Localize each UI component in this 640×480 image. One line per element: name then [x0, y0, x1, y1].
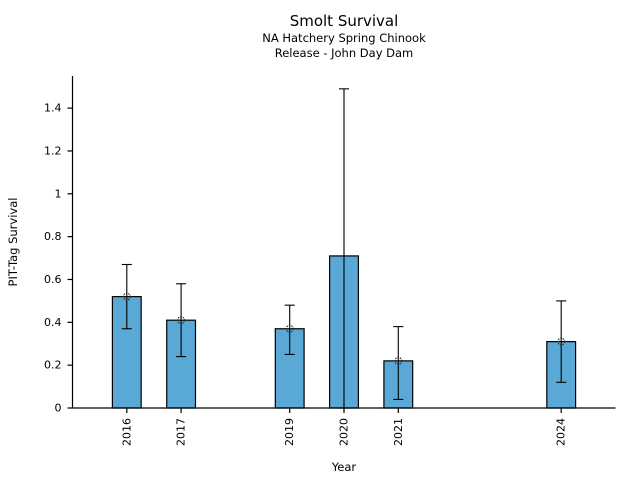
y-tick-label-0.8: 0.8 — [44, 230, 62, 243]
chart-subtitle-line1: NA Hatchery Spring Chinook — [262, 31, 426, 45]
x-tick-label-2024: 2024 — [555, 418, 568, 446]
x-tick-label-2016: 2016 — [120, 418, 133, 446]
y-tick-label-0: 0 — [55, 402, 62, 415]
point-marker-2019 — [285, 324, 294, 333]
y-tick-label-1.4: 1.4 — [44, 102, 62, 115]
chart-title: Smolt Survival — [290, 12, 399, 30]
plot-area: 0 0.2 0.4 0.6 0.8 1 1.2 1.4 2016 2017 2019 2020 2021… — [44, 76, 616, 446]
chart-subtitle-line2: Release - John Day Dam — [275, 46, 414, 60]
y-tick-label-0.6: 0.6 — [44, 273, 62, 286]
y-tick-label-1.2: 1.2 — [44, 144, 62, 157]
point-marker-2016 — [122, 292, 131, 301]
x-tick-label-2021: 2021 — [392, 418, 405, 446]
x-axis-label: Year — [331, 460, 357, 474]
point-marker-2024 — [557, 337, 566, 346]
point-marker-2021 — [394, 356, 403, 365]
y-tick-label-0.4: 0.4 — [44, 316, 62, 329]
x-tick-label-2019: 2019 — [283, 418, 296, 446]
y-tick-label-1: 1 — [55, 187, 62, 200]
x-tick-label-2020: 2020 — [338, 418, 351, 446]
x-tick-label-2017: 2017 — [175, 418, 188, 446]
point-marker-2017 — [177, 316, 186, 325]
y-tick-label-0.2: 0.2 — [44, 359, 62, 372]
y-axis-label: PIT-Tag Survival — [6, 198, 20, 287]
